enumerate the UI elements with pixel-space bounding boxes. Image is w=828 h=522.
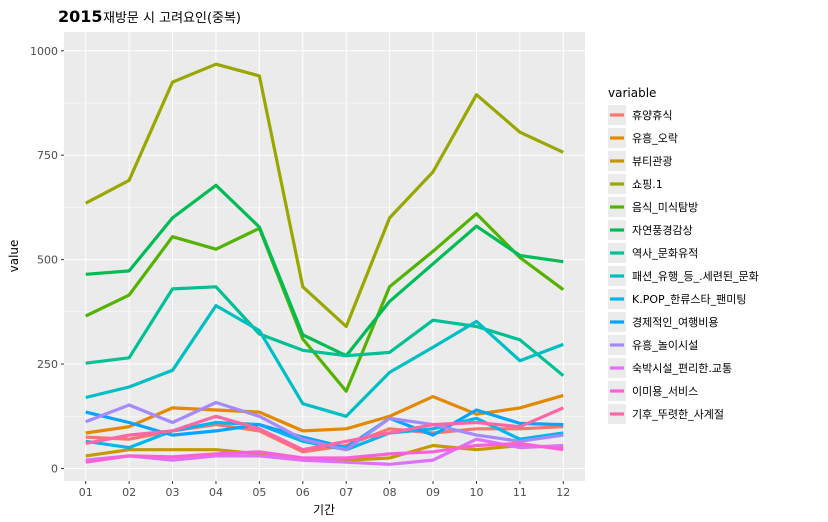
plot-panel bbox=[64, 32, 585, 481]
x-tick-label: 09 bbox=[426, 486, 440, 499]
legend-label: 뷰티관광 bbox=[632, 155, 672, 168]
legend-label: 음식_미식탐방 bbox=[632, 201, 698, 214]
x-tick-label: 11 bbox=[513, 486, 527, 499]
chart-title: 2015 재방문 시 고려요인(중복) bbox=[58, 7, 241, 26]
legend-label: 숙박시설_편리한.교통 bbox=[632, 362, 732, 375]
series-lines bbox=[84, 62, 565, 466]
legend-label: 역사_문화유적 bbox=[632, 247, 698, 260]
x-tick-label: 07 bbox=[339, 486, 353, 499]
x-tick-label: 04 bbox=[209, 486, 223, 499]
series-line bbox=[84, 62, 564, 329]
legend-title: variable bbox=[608, 86, 656, 100]
series-line bbox=[85, 441, 564, 464]
x-tick-label: 08 bbox=[383, 486, 397, 499]
series-line bbox=[85, 212, 565, 393]
x-tick-label: 03 bbox=[166, 486, 180, 499]
y-tick-label: 0 bbox=[51, 462, 58, 475]
legend-label: 유흥_오락 bbox=[632, 131, 678, 145]
legend-label: 이미용_서비스 bbox=[632, 385, 698, 398]
legend-label: 경제적인_여행비용 bbox=[632, 316, 718, 329]
y-tick-label: 500 bbox=[37, 254, 58, 267]
y-axis-title: value bbox=[7, 240, 21, 273]
x-tick-label: 05 bbox=[252, 486, 266, 499]
title-year: 2015 bbox=[58, 7, 103, 26]
x-tick-label: 12 bbox=[556, 486, 570, 499]
legend-label: K.POP_한류스타_팬미팅 bbox=[632, 293, 746, 306]
series-line bbox=[85, 304, 564, 418]
y-tick-label: 750 bbox=[37, 149, 58, 162]
series-line bbox=[85, 437, 564, 466]
x-axis: 01 02 03 04 05 06 07 08 09 10 11 12 bbox=[79, 481, 570, 499]
series-line bbox=[85, 406, 564, 452]
x-tick-label: 02 bbox=[122, 486, 136, 499]
legend-label: 유흥_놀이시설 bbox=[632, 338, 698, 352]
x-axis-title: 기간 bbox=[313, 503, 335, 517]
y-tick-label: 1000 bbox=[30, 45, 58, 58]
series-line bbox=[85, 183, 564, 358]
legend-label: 패션_유행_등_.세련된_문화 bbox=[632, 270, 759, 283]
y-axis: 0 250 500 750 1000 bbox=[30, 45, 64, 475]
x-tick-label: 06 bbox=[296, 486, 310, 499]
legend-label: 휴양휴식 bbox=[632, 109, 672, 122]
y-tick-label: 250 bbox=[37, 358, 58, 371]
legend-label: 쇼핑.1 bbox=[632, 178, 663, 191]
legend-label: 자연풍경감상 bbox=[632, 224, 693, 237]
x-tick-label: 01 bbox=[79, 486, 93, 499]
legend-label: 기후_뚜렷한_사계절 bbox=[632, 408, 724, 421]
title-subtitle: 재방문 시 고려요인(중복) bbox=[103, 11, 241, 26]
x-tick-label: 10 bbox=[469, 486, 483, 499]
